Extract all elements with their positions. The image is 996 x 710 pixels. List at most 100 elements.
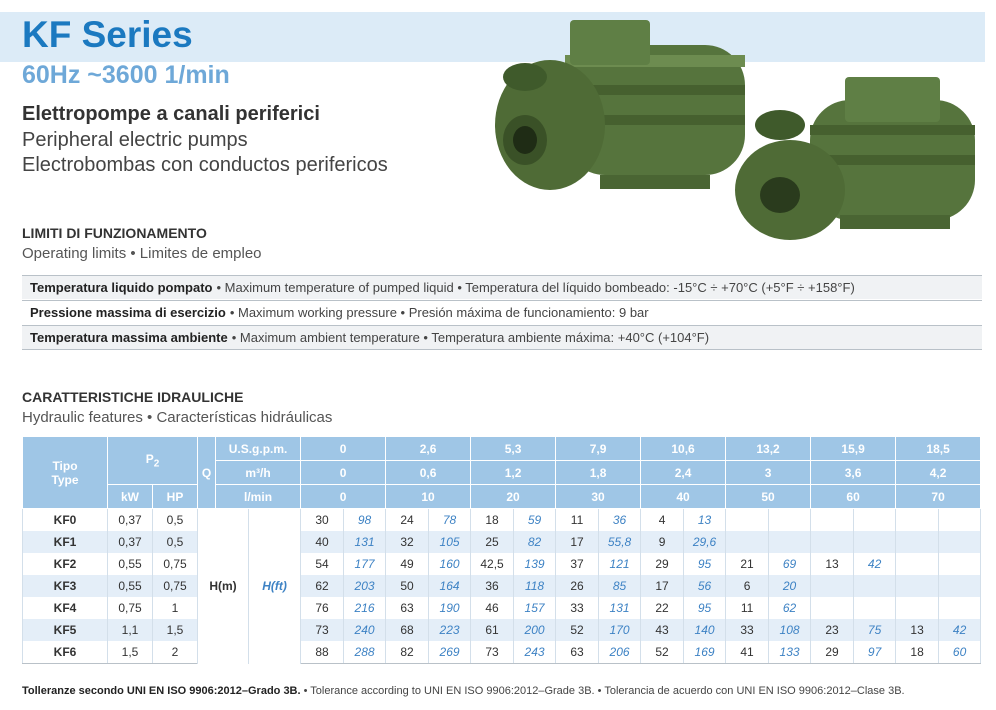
head-m: 22 xyxy=(640,597,685,619)
empty-cell xyxy=(895,597,940,619)
footer: Tolleranze secondo UNI EN ISO 9906:2012–… xyxy=(22,685,905,697)
head-ft: 170 xyxy=(598,619,642,641)
head-ft: 97 xyxy=(853,641,897,664)
head-ft: 118 xyxy=(513,575,557,597)
head-m: 6 xyxy=(725,575,770,597)
head-ft: 216 xyxy=(343,597,387,619)
pump-images xyxy=(495,20,975,240)
limit-label: Temperatura liquido pompato xyxy=(30,280,213,295)
head-m: 88 xyxy=(300,641,345,664)
motor xyxy=(565,45,745,175)
hp-cell: 1,5 xyxy=(151,619,199,641)
head-m: 26 xyxy=(555,575,600,597)
hp-cell: 2 xyxy=(151,641,199,664)
data-row: KF6 1,5 2 88 288 82 269 73 243 63 206 52 169 41 133 29 9… xyxy=(22,641,982,664)
head-m: 40 xyxy=(300,531,345,553)
head-ft: 223 xyxy=(428,619,472,641)
head-m: 32 xyxy=(385,531,430,553)
kw-cell: 0,37 xyxy=(107,531,153,553)
section-title: LIMITI DI FUNZIONAMENTO xyxy=(22,225,207,241)
heading-line: Elettropompe a canali periferici xyxy=(22,103,320,125)
head-ft: 42 xyxy=(853,553,897,575)
head-m: 37 xyxy=(555,553,600,575)
empty-cell xyxy=(853,531,897,553)
head-ft: 75 xyxy=(853,619,897,641)
port xyxy=(760,177,800,213)
data-row: KF0 0,37 0,5 H(m) H(ft) 30 98 24 78 18 59 11 36 4 13 xyxy=(22,508,982,664)
flow-value: 0 xyxy=(300,460,387,485)
flow-value: 50 xyxy=(725,484,812,509)
head-ft: 42 xyxy=(938,619,982,641)
power-unit: kW xyxy=(107,484,153,509)
head-ft: 139 xyxy=(513,553,557,575)
power-unit: HP xyxy=(151,484,199,509)
flow-value: 2,4 xyxy=(640,460,727,485)
head-m: 62 xyxy=(300,575,345,597)
empty-cell xyxy=(768,508,812,531)
head-ft: 60 xyxy=(938,641,982,664)
limits-table: Temperatura liquido pompato • Maximum tem… xyxy=(22,275,982,351)
head-ft: 29,6 xyxy=(683,531,727,553)
footer-bold: Tolleranze secondo UNI EN ISO 9906:2012–… xyxy=(22,685,301,697)
header-row: kW HP l/min 0 10 20 30 40 50 60 70 xyxy=(23,484,982,509)
limit-label: Temperatura massima ambiente xyxy=(30,330,228,345)
header-band xyxy=(0,12,985,62)
kw-cell: 0,55 xyxy=(107,575,153,597)
port-hole xyxy=(513,126,537,154)
header-row: Tipo Type P2 Q U.S.g.p.m. 0 2,6 5,3 7,9 10,6 13,2 1… xyxy=(22,436,982,509)
head-m: 50 xyxy=(385,575,430,597)
hp-cell: 0,75 xyxy=(151,553,199,575)
head-ft: 157 xyxy=(513,597,557,619)
kw-cell: 0,55 xyxy=(107,553,153,575)
head-ft: 131 xyxy=(343,531,387,553)
fin xyxy=(565,85,745,95)
flow-value: 40 xyxy=(640,484,727,509)
head-m: 33 xyxy=(555,597,600,619)
head-ft: 243 xyxy=(513,641,557,664)
head-m: 68 xyxy=(385,619,430,641)
pump-2 xyxy=(735,77,975,240)
head-m: 4 xyxy=(640,508,685,531)
foot xyxy=(840,215,950,229)
kw-cell: 0,75 xyxy=(107,597,153,619)
power-symbol: P xyxy=(145,451,154,466)
head-ft: 95 xyxy=(683,597,727,619)
power-header: P2 xyxy=(106,436,199,485)
section-title: CARATTERISTICHE IDRAULICHE xyxy=(22,389,244,405)
head-ft: 55,8 xyxy=(598,531,642,553)
port xyxy=(755,110,805,140)
head-label: H(m) xyxy=(197,508,250,664)
head-m: 24 xyxy=(385,508,430,531)
kw-cell: 0,37 xyxy=(107,508,153,531)
type-cell: KF6 xyxy=(22,641,108,664)
title: KF Series xyxy=(22,14,193,55)
head-m: 61 xyxy=(470,619,515,641)
head-ft: 85 xyxy=(598,575,642,597)
head-m: 18 xyxy=(895,641,940,664)
head-ft: 177 xyxy=(343,553,387,575)
type-cell: KF2 xyxy=(22,553,108,575)
empty-cell xyxy=(725,531,770,553)
hp-cell: 1 xyxy=(151,597,199,619)
head-ft: 240 xyxy=(343,619,387,641)
empty-cell xyxy=(853,508,897,531)
head-m: 9 xyxy=(640,531,685,553)
flow-value: 20 xyxy=(470,484,557,509)
flow-value: 7,9 xyxy=(555,436,642,461)
subtitle: 60Hz ~3600 1/min xyxy=(22,61,230,89)
empty-cell xyxy=(938,553,982,575)
head-m: 33 xyxy=(725,619,770,641)
hp-cell: 0,5 xyxy=(151,531,199,553)
empty-cell xyxy=(853,597,897,619)
empty-cell xyxy=(810,575,855,597)
head-ft: 36 xyxy=(598,508,642,531)
port xyxy=(503,63,547,91)
head-m: 11 xyxy=(725,597,770,619)
flow-value: 2,6 xyxy=(385,436,472,461)
limit-text: • Maximum working pressure • Presión máx… xyxy=(229,305,649,320)
head-m: 49 xyxy=(385,553,430,575)
empty-cell xyxy=(895,508,940,531)
flow-value: 3,6 xyxy=(810,460,897,485)
head-m: 25 xyxy=(470,531,515,553)
head-ft: 59 xyxy=(513,508,557,531)
